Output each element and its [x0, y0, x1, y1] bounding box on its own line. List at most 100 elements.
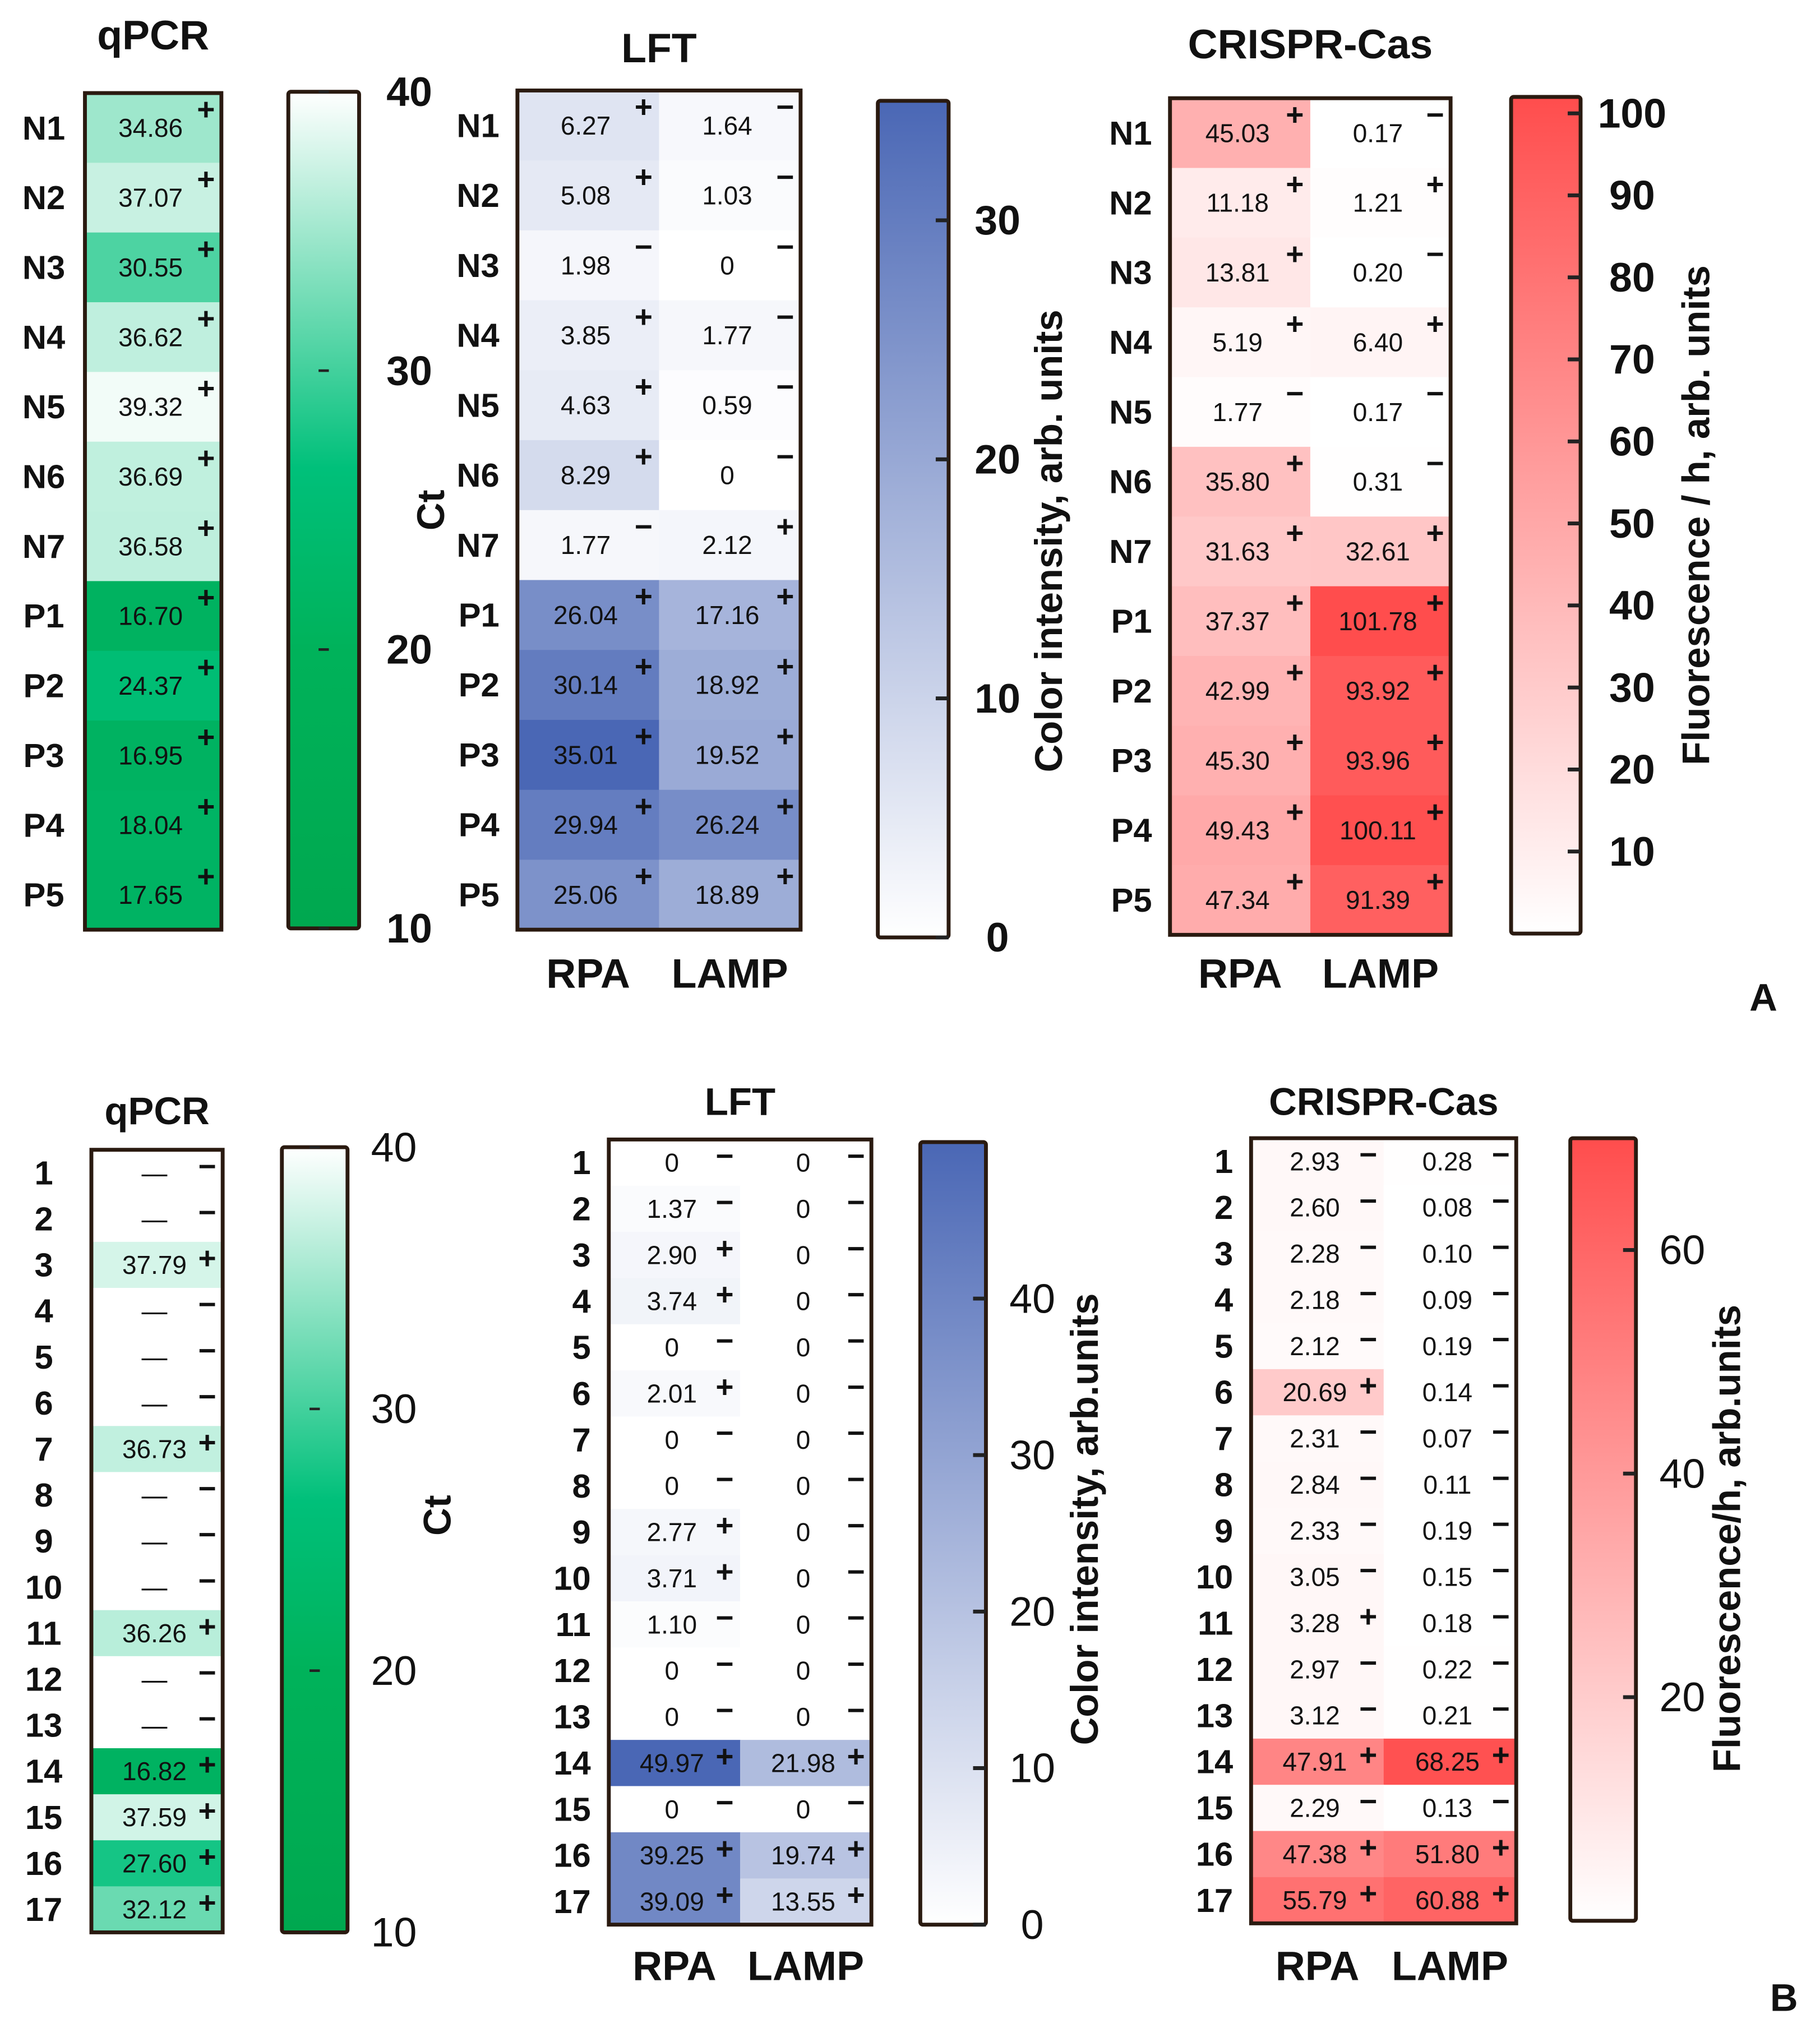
- row-label: N7: [22, 528, 65, 565]
- cell-value: 32.61: [1346, 537, 1410, 566]
- heatmap-cell: [608, 1647, 741, 1694]
- heatmap-cell: [608, 1139, 741, 1186]
- cell-value: 5.08: [561, 181, 611, 210]
- cell-value: 0.07: [1422, 1424, 1472, 1453]
- heatmap-cell: [659, 300, 802, 371]
- heatmap-cell: [740, 1278, 872, 1325]
- cell-sign: −: [1492, 1645, 1510, 1680]
- row-label: N4: [1109, 324, 1152, 361]
- cell-value: 0.10: [1422, 1239, 1472, 1268]
- row-label: 7: [572, 1421, 590, 1458]
- cell-sign: −: [715, 1785, 733, 1820]
- row-label: P5: [1111, 881, 1152, 919]
- cell-sign: +: [197, 789, 215, 824]
- heatmap-cell: [1310, 516, 1452, 587]
- heatmap-frame: [89, 1148, 225, 1934]
- cell-sign: −: [1359, 1692, 1377, 1726]
- cell-value: 93.92: [1346, 676, 1410, 705]
- heatmap-cell: [608, 1324, 741, 1371]
- row-label: N2: [456, 177, 499, 214]
- cell-sign: −: [1359, 1276, 1377, 1310]
- heatmap-cell: [517, 580, 660, 651]
- row-label: 1: [34, 1154, 53, 1191]
- heatmap-frame: [607, 1137, 874, 1927]
- cell-value: 2.60: [1290, 1193, 1339, 1222]
- row-label: P3: [1111, 742, 1152, 779]
- colorbar-tick-label: 40: [1609, 583, 1655, 629]
- cell-sign: +: [197, 650, 215, 685]
- cell-value: 2.01: [647, 1379, 697, 1408]
- cell-sign: +: [715, 1231, 733, 1265]
- cell-sign: +: [1286, 655, 1304, 690]
- row-label: 8: [1214, 1466, 1233, 1503]
- row-label: N1: [1109, 114, 1152, 152]
- heatmap-cell: [91, 1702, 224, 1749]
- heatmap-cell: [91, 1195, 224, 1243]
- cell-sign: +: [197, 510, 215, 545]
- cell-value: 16.95: [118, 741, 183, 770]
- row-label: N7: [1109, 533, 1152, 570]
- cell-value: 36.62: [118, 322, 183, 352]
- heatmap-cell: [85, 581, 222, 652]
- cell-value: —: [142, 1573, 168, 1602]
- cell-value: 1.77: [1213, 398, 1263, 427]
- heatmap-cell: [659, 440, 802, 511]
- cell-value: 0.20: [1353, 258, 1403, 287]
- colorbar-tick-label: 100: [1598, 90, 1667, 136]
- cell-sign: −: [1426, 237, 1444, 271]
- cell-sign: −: [1359, 1507, 1377, 1541]
- heatmap-cell: [1251, 1230, 1384, 1278]
- heatmap-cell: [1310, 795, 1452, 866]
- cell-value: 34.86: [118, 113, 183, 142]
- cell-sign: +: [1286, 585, 1304, 620]
- row-label: 4: [572, 1282, 590, 1320]
- cell-value: 0.13: [1422, 1793, 1472, 1822]
- heatmap-cell: [91, 1518, 224, 1565]
- cell-sign: −: [1359, 1461, 1377, 1495]
- heatmap-cell: [1310, 655, 1452, 727]
- colorbar-tick-label: 30: [1009, 1432, 1055, 1478]
- heatmap-cell: [517, 300, 660, 371]
- cell-value: 18.92: [695, 671, 760, 700]
- cell-value: 0.17: [1353, 118, 1403, 147]
- cell-sign: +: [635, 649, 653, 683]
- row-label: 3: [1214, 1235, 1233, 1273]
- heatmap-cell: [85, 650, 222, 722]
- row-label: 12: [1196, 1651, 1233, 1688]
- cell-value: —: [142, 1527, 168, 1556]
- cell-sign: −: [715, 1600, 733, 1635]
- cell-sign: −: [1492, 1784, 1510, 1818]
- cell-sign: +: [197, 301, 215, 336]
- cell-sign: +: [715, 1877, 733, 1912]
- heatmap-cell: [1251, 1785, 1384, 1832]
- cell-value: 21.98: [771, 1748, 835, 1777]
- cell-value: 2.84: [1290, 1470, 1339, 1499]
- cell-value: 0: [796, 1702, 811, 1731]
- cell-sign: −: [198, 1287, 216, 1322]
- cell-sign: −: [635, 509, 653, 544]
- cell-value: 0: [665, 1656, 680, 1685]
- cell-sign: −: [1492, 1230, 1510, 1264]
- row-label: N4: [456, 317, 499, 354]
- cell-value: 18.04: [118, 811, 183, 840]
- heatmap-cell: [740, 1416, 872, 1464]
- row-label: N7: [456, 526, 499, 564]
- heatmap-cell: [1310, 586, 1452, 657]
- cell-sign: +: [715, 1831, 733, 1866]
- cell-sign: −: [776, 159, 794, 194]
- cell-value: 0.22: [1422, 1655, 1472, 1684]
- cell-value: 13.55: [771, 1887, 835, 1916]
- cell-value: 20.69: [1283, 1378, 1347, 1407]
- colorbar-tick-label: 10: [974, 676, 1020, 722]
- row-label: N3: [22, 249, 65, 287]
- heatmap-cell: [91, 1287, 224, 1335]
- heatmap-cell: [740, 1647, 872, 1694]
- heatmap-cell: [659, 650, 802, 721]
- colorbar-tick-label: 0: [1021, 1902, 1044, 1948]
- heatmap-cell: [1383, 1554, 1517, 1601]
- cell-value: 2.93: [1290, 1147, 1339, 1176]
- row-label: 6: [34, 1384, 53, 1422]
- column-label: LAMP: [1392, 1943, 1508, 1989]
- heatmap-cell: [1383, 1369, 1517, 1416]
- cell-value: 0: [796, 1240, 811, 1269]
